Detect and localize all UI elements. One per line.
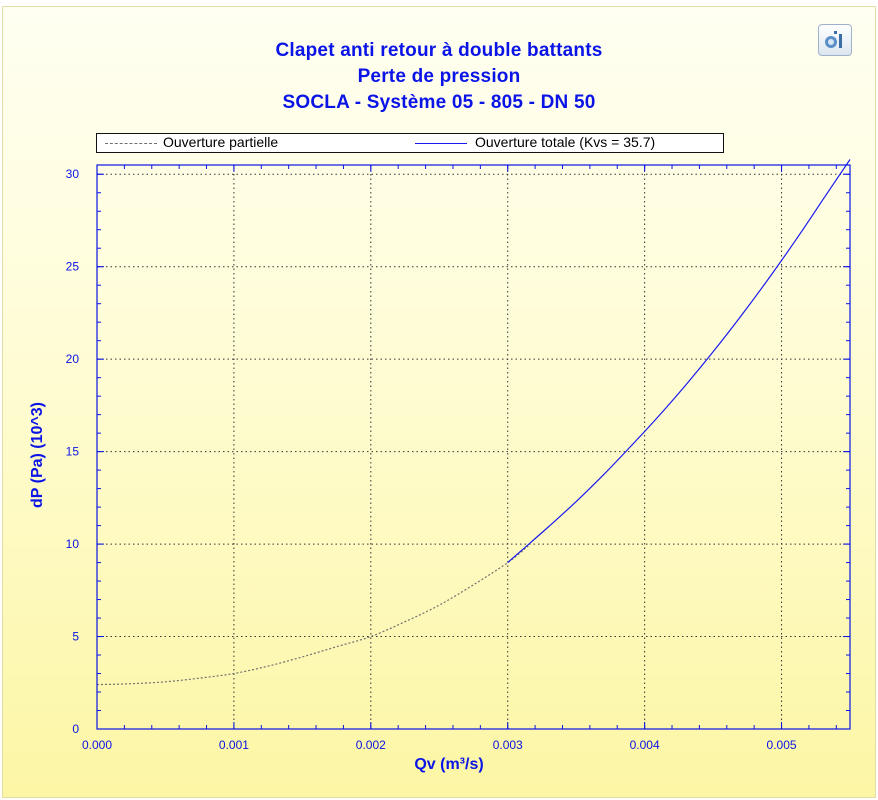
plot-area	[96, 164, 851, 730]
chart-subtitle: Perte de pression	[357, 66, 521, 87]
x-tick-label: 0.000	[82, 738, 112, 752]
legend-label-partial: Ouverture partielle	[163, 134, 279, 150]
legend-item-full: Ouverture totale (Kvs = 35.7)	[415, 134, 715, 152]
y-tick-label: 20	[66, 352, 80, 366]
chart-legend: Ouverture partielle Ouverture totale (Kv…	[96, 133, 724, 153]
x-tick-label: 0.002	[356, 738, 386, 752]
series-line-full	[507, 159, 851, 564]
x-tick-label: 0.004	[630, 738, 660, 752]
y-axis-title: dP (Pa) (10^3)	[29, 402, 46, 508]
series-line-partial	[96, 545, 529, 686]
legend-swatch-partial	[105, 143, 157, 144]
chart-title: Clapet anti retour à double battants	[275, 40, 603, 61]
y-tick-label: 5	[72, 630, 79, 644]
y-tick-label: 10	[66, 537, 80, 551]
y-tick-label: 30	[66, 167, 80, 181]
series-lines	[96, 159, 851, 686]
y-tick-label: 25	[66, 260, 80, 274]
y-tick-label: 15	[66, 445, 80, 459]
tick-labels: 0.000 0.001 0.002 0.003 0.004 0.005 0 5 10 15 20 25…	[66, 167, 797, 752]
export-button[interactable]	[818, 24, 852, 56]
chart-export-icon	[825, 31, 842, 48]
x-tick-label: 0.005	[767, 738, 797, 752]
x-tick-label: 0.003	[493, 738, 523, 752]
chart-subtitle-2: SOCLA - Système 05 - 805 - DN 50	[282, 92, 596, 113]
grid-lines	[97, 165, 850, 729]
x-tick-label: 0.001	[219, 738, 249, 752]
legend-item-partial: Ouverture partielle	[105, 134, 405, 152]
y-tick-label: 0	[72, 722, 79, 736]
legend-label-full: Ouverture totale (Kvs = 35.7)	[475, 134, 656, 150]
legend-swatch-full	[415, 143, 467, 144]
axis-ticks	[96, 165, 850, 730]
x-axis-title: Qv (m³/s)	[414, 756, 484, 773]
